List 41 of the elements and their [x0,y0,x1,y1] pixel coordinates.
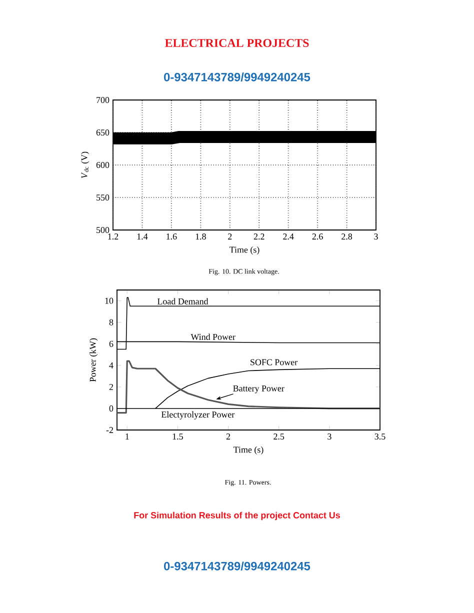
x-tick-label: 3.5 [374,434,386,440]
y-tick-label: 2 [109,384,113,390]
y-tick-label: 6 [109,340,114,347]
y-tick-label: 550 [96,194,110,201]
x-tick-label: 1 [126,434,129,440]
y-axis-title: V$_{dc}$ (V) [81,152,90,178]
x-tick-label: 2 [226,434,230,440]
text: ELECTRICAL PROJECTS [164,38,309,48]
x-tick-label: 3 [374,234,378,240]
y-tick-label: 600 [96,162,110,168]
x-tick-label: 2.5 [274,434,284,440]
y-tick-label: 0 [109,405,114,412]
series-label: Electyrolyzer Power [161,411,235,420]
x-tick-label: 2.4 [283,234,294,240]
x-tick-label: 2.2 [254,234,264,240]
y-tick-label: -2 [106,427,113,433]
series-label: Battery Power [233,385,284,394]
y-tick-label: 8 [109,319,114,326]
y-tick-label: 650 [96,129,110,136]
x-tick-label: 2.8 [342,234,352,240]
x-axis-title: Time (s) [234,446,264,455]
series-label: Load Demand [157,298,208,304]
x-tick-label: 1.6 [166,234,177,240]
y-tick-label: 700 [96,96,110,104]
x-axis-title: Time (s) [230,246,260,255]
x-tick-label: 1.5 [172,434,183,440]
x-tick-label: 1.2 [108,234,118,240]
y-tick-label: 4 [109,362,114,368]
x-tick-label: 1.8 [196,234,206,240]
x-tick-label: 2 [228,234,232,240]
x-tick-label: 2.6 [312,234,323,240]
text: For Simulation Results of the project Contact Us [134,512,340,520]
y-tick-label: 10 [105,298,114,304]
text: 0-9347143789/9949240245 [164,72,310,82]
y-tick-label: 500 [96,226,110,234]
series-label: SOFC Power [250,359,298,366]
series-label: Wind Power [190,334,236,340]
text: 0-9347143789/9949240245 [164,562,310,570]
x-tick-label: 3 [328,434,332,440]
y-axis-title: Power (kW) [90,338,98,382]
x-tick-label: 1.4 [137,234,148,240]
